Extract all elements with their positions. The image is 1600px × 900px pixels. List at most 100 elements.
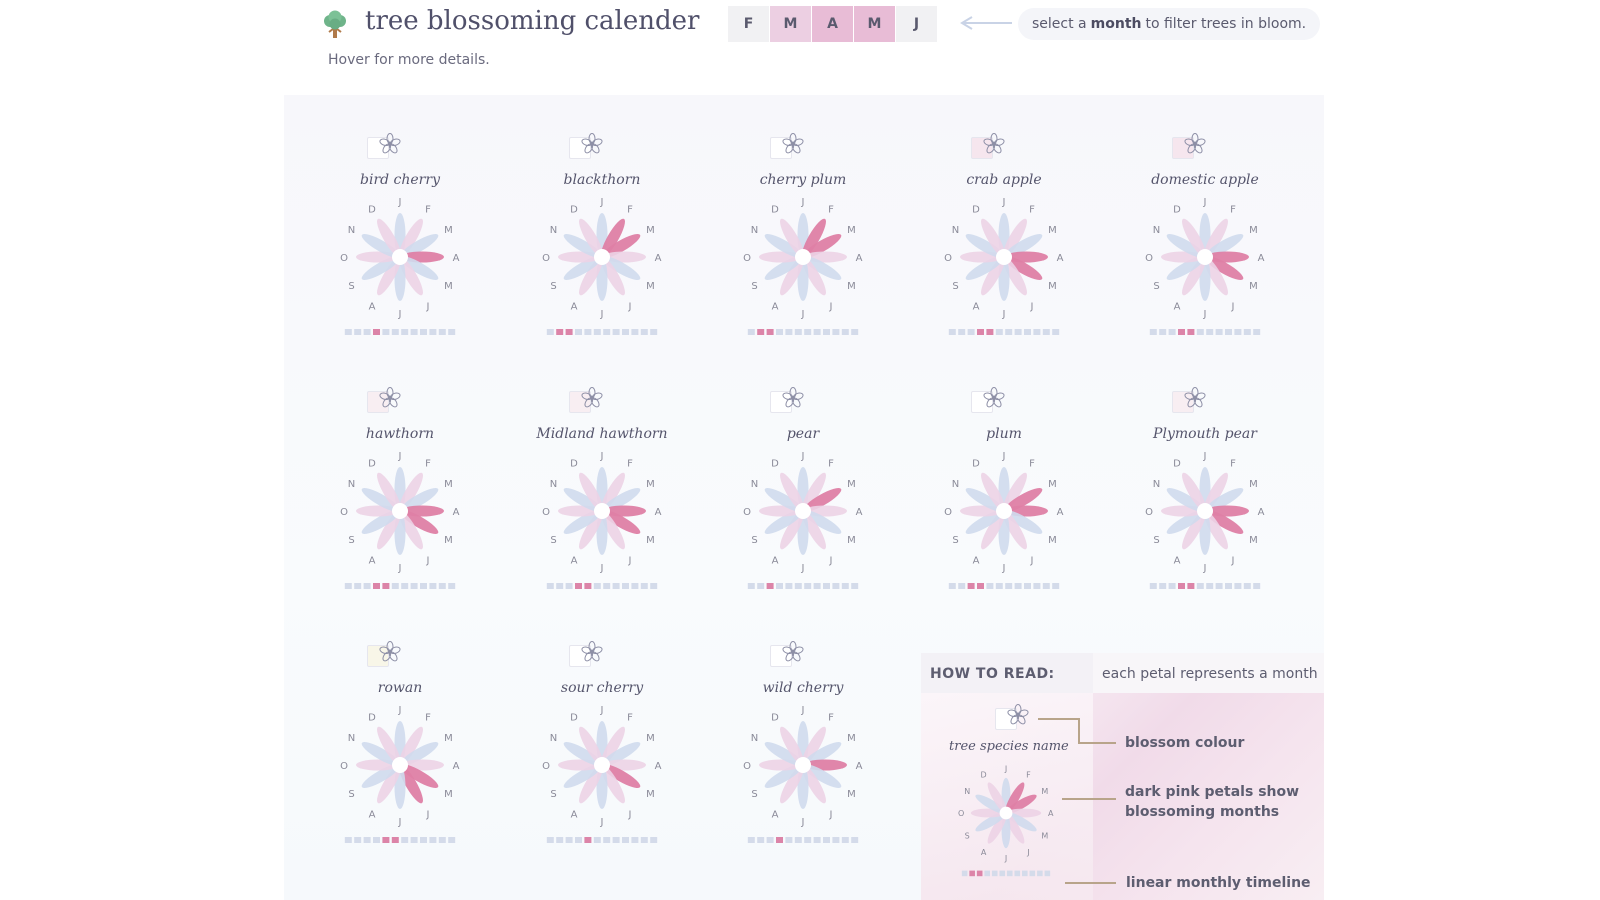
month-button-may[interactable]: M	[854, 6, 895, 42]
tree-0-petal-8	[361, 256, 401, 280]
tree-3-timeline-cell-5	[995, 329, 1003, 335]
tree-12-petal-8	[764, 764, 804, 788]
tree-6-timeline-cell-5	[593, 583, 601, 589]
tree-4-month-label-6: J	[1203, 309, 1207, 320]
tree-card[interactable]: sour cherry J F M A M J J A S O N D	[517, 603, 687, 843]
tree-card-icon	[1172, 387, 1216, 413]
month-button-feb[interactable]: F	[728, 6, 769, 42]
tree-3-timeline-cell-8	[1024, 329, 1031, 335]
tree-6-month-label-11: D	[570, 459, 578, 470]
tree-3-month-label-10: N	[952, 225, 959, 236]
legend-timeline-cell-8	[1022, 870, 1028, 877]
tree-11-petal-5	[601, 764, 625, 804]
tree-card[interactable]: pear J F M A M J J A S O N D	[718, 349, 888, 589]
tree-3-timeline-cell-6	[1005, 329, 1013, 335]
legend-timeline-cell-3	[984, 870, 990, 877]
tree-12-month-label-10: N	[751, 733, 758, 744]
tree-card[interactable]: Midland hawthorn J F M A M J J A S O N D	[517, 349, 687, 589]
tree-4-timeline-cell-1	[1159, 329, 1167, 335]
tree-2-month-label-0: J	[801, 197, 805, 208]
tree-0-month-label-5: J	[426, 301, 430, 312]
tree-7-month-label-11: D	[771, 459, 779, 470]
tree-card[interactable]: rowan J F M A M J J A S O N D	[315, 603, 485, 843]
tree-0-month-label-9: O	[340, 253, 348, 264]
tree-0-petal-4	[399, 256, 439, 280]
blossom-icon	[581, 641, 603, 662]
tree-9-timeline-cell-0	[1149, 583, 1157, 589]
legend-timeline-cell-2	[976, 870, 983, 877]
tree-2-petal-5	[802, 256, 826, 296]
tree-2-petal-8	[764, 256, 804, 280]
month-button-apr[interactable]: A	[812, 6, 853, 42]
blossom-center	[992, 396, 996, 400]
tree-2-month-label-7: A	[772, 301, 779, 312]
tree-4-month-label-7: A	[1174, 301, 1181, 312]
tree-4-petal-11	[1182, 218, 1206, 258]
blossom-calendar-flower: J F M A M J J A S O N D	[944, 451, 1064, 589]
tree-3-month-label-5: J	[1030, 301, 1034, 312]
tree-8-timeline-cell-3	[977, 583, 984, 589]
tree-6-month-label-4: M	[646, 535, 655, 546]
tree-1-petal-10	[563, 234, 603, 258]
tree-5-timeline-cell-8	[420, 583, 427, 589]
tree-card[interactable]: bird cherry J F M A M J J A S O N D	[315, 95, 485, 335]
tree-card[interactable]: plum J F M A M J J A S O N D	[919, 349, 1089, 589]
blossom-center	[590, 396, 594, 400]
tree-6-timeline-cell-0	[546, 583, 554, 589]
hint-suffix: to filter trees in bloom.	[1145, 16, 1307, 32]
blossom-calendar-flower: J F M A M J J A S O N D	[340, 705, 460, 843]
tree-12-timeline-cell-5	[794, 837, 802, 843]
tree-card[interactable]: Plymouth pear J F M A M J J A S O N D	[1120, 349, 1290, 589]
tree-1-month-label-4: M	[646, 281, 655, 292]
tree-9-petal-10	[1166, 488, 1206, 512]
tree-0-petal-10	[361, 234, 401, 258]
month-button-mar[interactable]: M	[770, 6, 811, 42]
tree-1-month-label-10: N	[550, 225, 557, 236]
tree-7-month-label-5: J	[829, 555, 833, 566]
tree-4-timeline-cell-11	[1253, 329, 1261, 335]
tree-card-icon	[971, 387, 1015, 413]
tree-8-petal-7	[981, 510, 1005, 550]
blossom-icon	[379, 133, 401, 154]
tree-2-petal-2	[802, 234, 842, 258]
tree-card[interactable]: wild cherry J F M A M J J A S O N D	[718, 603, 888, 843]
tree-name: hawthorn	[365, 426, 435, 442]
tree-9-timeline-cell-6	[1206, 583, 1214, 589]
tree-name: wild cherry	[762, 680, 844, 696]
tree-card[interactable]: cherry plum J F M A M J J A S O N D	[718, 95, 888, 335]
arrow-left-icon	[960, 16, 1012, 30]
tree-12-timeline-cell-0	[747, 837, 755, 843]
tree-8-month-label-1: F	[1029, 459, 1035, 470]
tree-5-timeline-cell-1	[354, 583, 362, 589]
blossom-center	[791, 142, 795, 146]
tree-name: rowan	[377, 680, 423, 696]
tree-6-timeline-cell-10	[640, 583, 648, 589]
tree-1-petal-1	[601, 218, 625, 258]
tree-card[interactable]: blackthorn J F M A M J J A S O N D	[517, 95, 687, 335]
tree-card[interactable]: hawthorn J F M A M J J A S O N D	[315, 349, 485, 589]
tree-0-timeline-cell-8	[420, 329, 427, 335]
blossom-calendar-flower: J F M A M J J A S O N D	[340, 451, 460, 589]
tree-card[interactable]: domestic apple J F M A M J J A S O N D	[1120, 95, 1290, 335]
tree-6-petal-11	[579, 472, 603, 512]
tree-9-petal-8	[1166, 510, 1206, 534]
legend-timeline: linear monthly timeline	[1126, 875, 1311, 891]
legend-header-left	[921, 653, 1093, 693]
tree-6-petal-1	[601, 472, 625, 512]
tree-1-petal-8	[563, 256, 603, 280]
tree-6-month-label-7: A	[571, 555, 578, 566]
blossom-colour-swatch	[971, 137, 993, 159]
tree-4-timeline-cell-3	[1178, 329, 1185, 335]
legend-petal-4	[1005, 812, 1037, 832]
legend-blossom-colour: blossom colour	[1125, 735, 1245, 751]
blossom-center	[590, 142, 594, 146]
tree-8-timeline-cell-9	[1033, 583, 1041, 589]
tree-card[interactable]: crab apple J F M A M J J A S O N D	[919, 95, 1089, 335]
tree-9-timeline-cell-1	[1159, 583, 1167, 589]
tree-10-month-label-9: O	[340, 761, 348, 772]
legend-description: each petal represents a month	[1102, 666, 1318, 682]
tree-3-timeline-cell-4	[986, 329, 994, 335]
tree-12-month-label-3: A	[856, 761, 863, 772]
tree-12-petal-5	[802, 764, 826, 804]
month-button-jun[interactable]: J	[896, 6, 937, 42]
